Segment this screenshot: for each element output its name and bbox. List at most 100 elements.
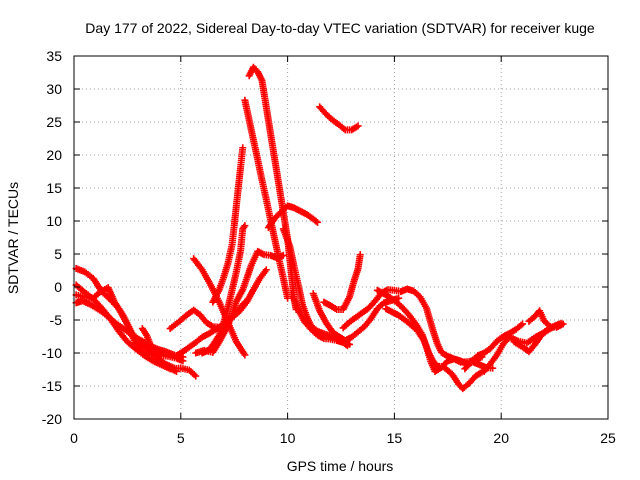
data-point — [433, 339, 445, 354]
data-point — [249, 276, 263, 294]
series-track-26 — [525, 307, 567, 331]
data-point — [123, 338, 139, 352]
data-point — [358, 305, 371, 317]
x-axis-title: GPS time / hours — [287, 458, 394, 474]
series-track-13 — [245, 63, 300, 313]
data-point — [220, 262, 231, 282]
x-tick-label: 0 — [70, 430, 78, 446]
y-tick-label: -20 — [42, 411, 62, 427]
data-point — [232, 287, 246, 306]
data-point — [328, 328, 341, 339]
data-point — [390, 286, 403, 295]
data-point — [209, 333, 222, 349]
data-point — [459, 381, 472, 393]
data-point — [274, 175, 285, 201]
series-track-20 — [339, 285, 486, 366]
data-point — [407, 321, 420, 334]
data-point — [185, 366, 198, 379]
data-point — [198, 266, 214, 287]
data-point — [461, 359, 474, 373]
data-point — [346, 340, 354, 348]
data-point — [335, 121, 348, 133]
data-point — [275, 255, 287, 280]
data-point — [309, 215, 320, 225]
series-track-10 — [198, 222, 249, 357]
x-tick-label: 20 — [493, 430, 509, 446]
data-point — [538, 327, 551, 339]
data-point — [268, 136, 278, 162]
data-point — [234, 165, 244, 191]
data-point — [224, 243, 236, 268]
series-layer — [72, 63, 567, 393]
data-point — [277, 203, 290, 216]
data-point — [472, 369, 484, 380]
data-point — [367, 306, 380, 323]
data-point — [232, 185, 242, 210]
data-point — [286, 242, 298, 268]
data-point — [356, 251, 364, 259]
data-point — [422, 304, 436, 332]
data-point — [228, 224, 238, 249]
data-point — [96, 285, 110, 296]
series-track-19 — [320, 251, 364, 313]
data-point — [405, 311, 418, 326]
data-point — [104, 284, 118, 304]
data-point — [493, 334, 506, 345]
axis-ticks: 0 5 10 15 20 25 -20 -15 -10 -5 0 5 10 15 20 25 30 35 — [42, 48, 616, 446]
data-point — [388, 308, 401, 319]
data-point — [145, 347, 160, 362]
data-point — [89, 290, 102, 302]
x-tick-label: 10 — [280, 430, 296, 446]
data-point — [429, 357, 440, 369]
data-point — [339, 295, 353, 313]
data-point — [540, 317, 553, 329]
y-axis-title: SDTVAR / TECUs — [5, 182, 21, 294]
data-point — [314, 218, 322, 226]
data-point — [499, 330, 512, 340]
data-point — [401, 316, 414, 328]
data-point — [416, 293, 429, 310]
data-point — [241, 96, 253, 122]
data-point — [341, 126, 354, 134]
data-point — [254, 68, 265, 83]
data-point — [328, 116, 341, 127]
data-point — [512, 321, 525, 333]
data-point — [314, 331, 326, 342]
data-point — [307, 325, 320, 338]
data-point — [290, 204, 303, 214]
series-track-18 — [316, 103, 362, 134]
y-tick-label: 10 — [46, 213, 62, 229]
data-point — [237, 146, 247, 171]
data-point — [104, 313, 119, 327]
data-point — [386, 294, 399, 305]
data-point — [215, 328, 229, 346]
data-point — [130, 333, 145, 344]
series-track-22 — [382, 305, 486, 393]
data-point — [111, 298, 126, 318]
data-point — [301, 318, 314, 332]
data-point — [190, 306, 202, 318]
data-point — [437, 348, 450, 359]
data-point — [121, 326, 136, 339]
data-point — [480, 346, 493, 357]
data-point — [326, 301, 339, 312]
data-point — [262, 266, 270, 274]
data-point — [352, 310, 365, 321]
data-point — [185, 340, 198, 351]
data-point — [433, 362, 445, 371]
data-point — [454, 380, 465, 391]
data-point — [258, 176, 270, 201]
data-point — [316, 103, 329, 117]
data-point — [247, 249, 261, 269]
data-point — [264, 116, 275, 142]
data-point — [322, 110, 335, 123]
data-point — [132, 345, 147, 358]
y-tick-label: 15 — [46, 180, 62, 196]
data-point — [448, 370, 461, 386]
data-point — [410, 287, 422, 299]
data-point — [525, 341, 538, 356]
data-point — [399, 304, 412, 318]
data-point — [536, 307, 547, 323]
data-point — [205, 327, 217, 338]
